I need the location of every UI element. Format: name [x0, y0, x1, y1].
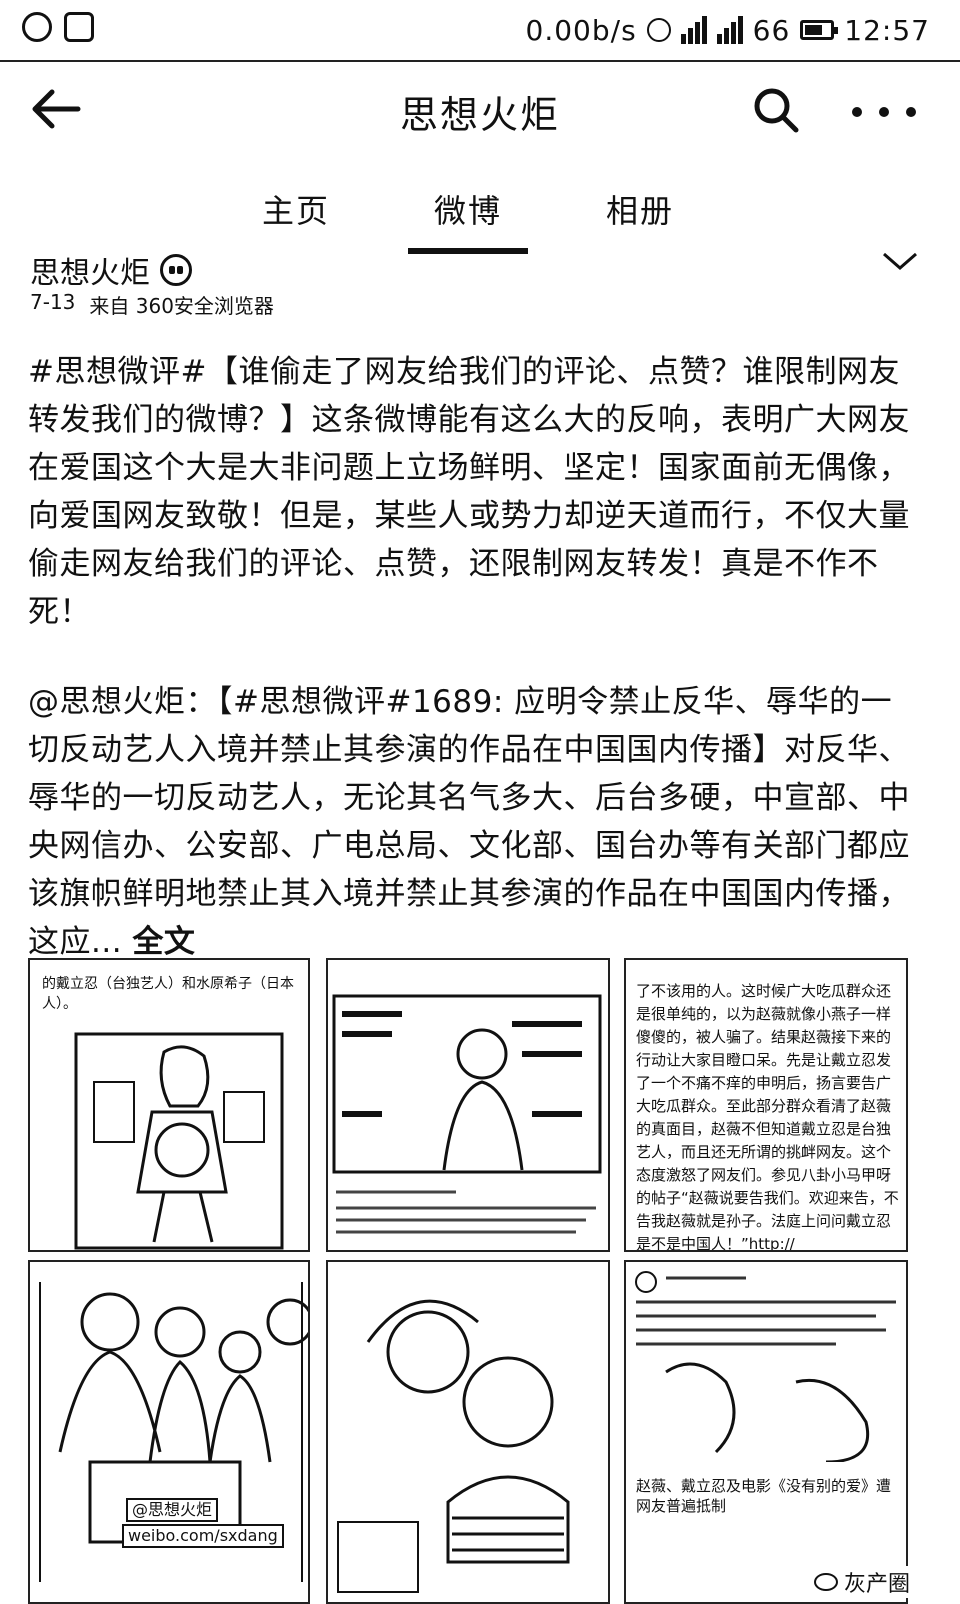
full-text-link[interactable]: 全文	[132, 924, 196, 960]
post-author[interactable]: 思想火炬	[30, 248, 192, 292]
tab-home[interactable]: 主页	[261, 192, 330, 230]
network-label: 66	[752, 13, 791, 47]
photo-group-sketch	[39, 1282, 308, 1582]
post-image-3[interactable]: 了不该用的人。这时候广大吃瓜群众还是很单纯的，以为赵薇就像小燕子一样傻傻的，被人…	[624, 958, 908, 1252]
photo-couple-sketch	[337, 1299, 570, 1593]
page-title: 思想火炬	[399, 93, 560, 137]
repost-body[interactable]: @思想火炬：【#思想微评#1689: 应明令禁止反华、辱华的一切反动艺人入境并禁…	[28, 684, 910, 960]
image-notification-icon	[64, 12, 94, 42]
profile-tabs: 主页 微博 相册	[0, 178, 960, 254]
article-text-lines	[336, 1190, 596, 1234]
post-image-6[interactable]: 赵薇、戴立忍及电影《没有别的爱》遭网友普遍抵制	[624, 1260, 908, 1604]
weibo-handle: @思想火炬	[126, 1498, 219, 1522]
photo-man-poster-sketch	[332, 994, 602, 1174]
post-date: 7-13	[30, 290, 76, 314]
post-image-4[interactable]: @思想火炬 weibo.com/sxdang	[28, 1260, 310, 1604]
repost-text[interactable]: @思想火炬：【#思想微评#1689: 应明令禁止反华、辱华的一切反动艺人入境并禁…	[28, 678, 918, 966]
battery-icon	[800, 20, 839, 40]
weibo-watermark: weibo.com/sxdang	[122, 1524, 284, 1548]
post-image-5[interactable]	[326, 1260, 610, 1604]
chevron-down-icon[interactable]	[880, 250, 920, 274]
qq-icon	[22, 12, 52, 42]
verified-badge-icon	[160, 254, 192, 286]
back-arrow-icon[interactable]	[28, 84, 84, 134]
post-image-1[interactable]: 的戴立忍（台独艺人）和水原希子（日本人）。	[28, 958, 310, 1252]
signal-icon	[680, 16, 707, 44]
image-3-text: 了不该用的人。这时候广大吃瓜群众还是很单纯的，以为赵薇就像小燕子一样傻傻的，被人…	[636, 982, 899, 1252]
screenshot-weibo-sketch	[635, 1271, 896, 1462]
post-meta: 7-13 来自 360安全浏览器	[30, 290, 274, 319]
brand-name: 灰产圈	[844, 1572, 911, 1597]
author-name[interactable]: 思想火炬	[30, 256, 150, 291]
app-bar: 思想火炬	[0, 62, 960, 158]
post-text: #思想微评#【谁偷走了网友给我们的评论、点赞？谁限制网友转发我们的微博？】这条微…	[28, 354, 910, 630]
more-options-icon[interactable]	[852, 92, 916, 132]
status-bar: 0.00b/s 66 12:57	[0, 0, 960, 62]
wechat-icon	[814, 1573, 838, 1591]
image-6-caption: 赵薇、戴立忍及电影《没有别的爱》遭网友普遍抵制	[636, 1477, 892, 1515]
tab-album[interactable]: 相册	[605, 192, 674, 230]
tab-weibo[interactable]: 微博	[408, 186, 528, 254]
clock: 12:57	[844, 13, 930, 47]
post-image-2[interactable]	[326, 958, 610, 1252]
brand-badge: 灰产圈	[808, 1566, 917, 1598]
image-grid: 的戴立忍（台独艺人）和水原希子（日本人）。 了不该用的人。这时候广大吃瓜群众还是…	[28, 958, 908, 1604]
photo-woman-sketch	[74, 1032, 284, 1250]
image-1-caption: 的戴立忍（台独艺人）和水原希子（日本人）。	[42, 976, 294, 1012]
post-source: 来自 360安全浏览器	[89, 294, 274, 318]
network-speed: 0.00b/s	[525, 13, 637, 47]
search-icon[interactable]	[750, 84, 802, 136]
data-saver-icon	[646, 18, 671, 42]
signal-icon-2	[716, 16, 743, 44]
